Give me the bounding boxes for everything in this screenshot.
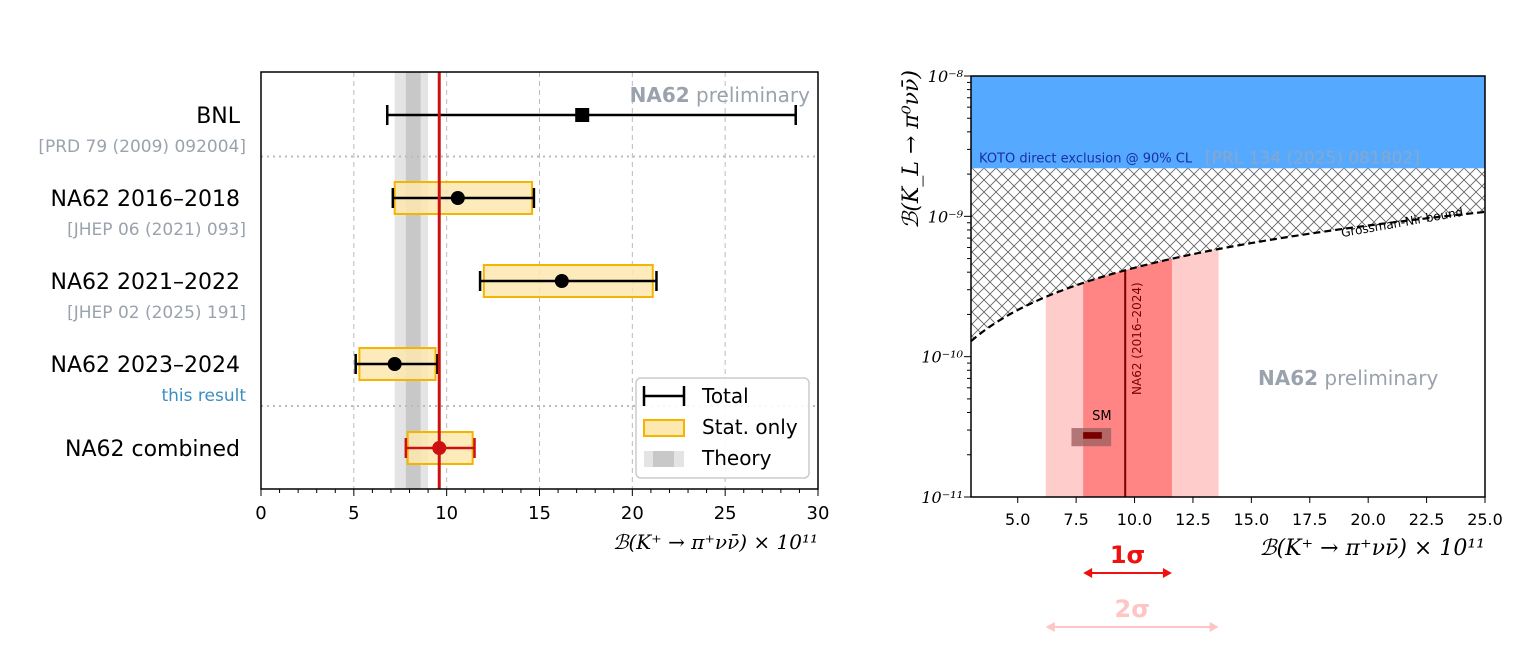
- arrowhead-icon: [1083, 568, 1172, 578]
- x-axis-label: ℬ(K⁺ → π⁺νν̄) × 10¹¹: [1259, 536, 1485, 561]
- legend-entry: Theory: [701, 446, 772, 470]
- theory-band-inner: [405, 72, 421, 489]
- watermark-rest: preliminary: [690, 83, 810, 107]
- data-point-square: [575, 108, 590, 122]
- x-tick-label: 12.5: [1175, 510, 1211, 529]
- sigma-label: 2σ: [1115, 595, 1150, 623]
- y-tick-label: 10⁻¹¹: [921, 488, 963, 507]
- x-axis-label: ℬ(K⁺ → π⁺νν̄) × 10¹¹: [613, 530, 818, 554]
- row-label: NA62 2016–2018: [51, 187, 240, 212]
- x-tick-label: 5: [348, 503, 359, 524]
- watermark-rest: preliminary: [1318, 366, 1438, 390]
- left-chart: NA62 preliminary BNL [PRD 79 (2009) 092004…: [38, 71, 830, 554]
- x-tick-label: 5.0: [1005, 510, 1030, 529]
- x-tick-label: 15: [528, 503, 551, 524]
- row-reference: this result: [161, 386, 246, 406]
- y-axis-label: ℬ(K_L → π⁰νν̄): [899, 70, 924, 229]
- data-point: [450, 191, 465, 205]
- na62-1sigma-band: [1083, 258, 1172, 497]
- data-point: [387, 357, 402, 371]
- watermark-bold: NA62: [1258, 366, 1318, 390]
- row-reference: [JHEP 02 (2025) 191]: [67, 303, 246, 323]
- koto-reference: [PRL 134 (2025) 081802]: [1205, 148, 1420, 168]
- x-tick-label: 15.0: [1234, 510, 1270, 529]
- sigma-label: 1σ: [1110, 541, 1145, 569]
- x-tick-label: 22.5: [1409, 510, 1445, 529]
- legend-stat-icon: [643, 419, 685, 437]
- x-tick-label: 0: [255, 503, 266, 524]
- row-label: NA62 combined: [65, 437, 240, 462]
- watermark: NA62 preliminary: [1258, 366, 1439, 390]
- y-tick-label: 10⁻⁸: [928, 67, 964, 86]
- koto-label: KOTO direct exclusion @ 90% CL: [979, 151, 1193, 166]
- data-point: [554, 274, 569, 288]
- x-tick-label: 25.0: [1467, 510, 1503, 529]
- grossman-nir-curve: [970, 210, 1486, 342]
- legend-entry: Stat. only: [702, 415, 798, 439]
- x-tick-label: 10: [435, 503, 458, 524]
- x-tick-label: 30: [807, 503, 830, 524]
- koto-exclusion-region: [971, 76, 1485, 169]
- row-label: NA62 2023–2024: [51, 353, 240, 378]
- x-tick-label: 20: [621, 503, 644, 524]
- row-reference: [PRD 79 (2009) 092004]: [38, 137, 246, 157]
- y-tick-label: 10⁻¹⁰: [921, 348, 963, 367]
- x-tick-label: 17.5: [1292, 510, 1328, 529]
- row-label: NA62 2021–2022: [51, 270, 240, 295]
- x-tick-label: 25: [714, 503, 737, 524]
- x-tick-label: 7.5: [1063, 510, 1088, 529]
- row-reference: [JHEP 06 (2021) 093]: [67, 220, 246, 240]
- row-label: BNL: [196, 104, 241, 129]
- axes-frame: [970, 75, 1486, 498]
- legend-entry: Total: [701, 384, 749, 408]
- sm-box-inner: [1083, 432, 1102, 439]
- x-tick-label: 10.0: [1117, 510, 1153, 529]
- sm-label: SM: [1092, 409, 1111, 424]
- na62-band-label: NA62 (2016–2024): [1130, 282, 1144, 395]
- x-tick-label: 20.0: [1350, 510, 1386, 529]
- watermark: NA62 preliminary: [630, 83, 811, 107]
- legend-theory-icon-inner: [653, 451, 674, 467]
- y-tick-label: 10⁻⁹: [928, 207, 964, 226]
- watermark-bold: NA62: [630, 83, 690, 107]
- grossman-nir-excluded-region: [971, 168, 1485, 342]
